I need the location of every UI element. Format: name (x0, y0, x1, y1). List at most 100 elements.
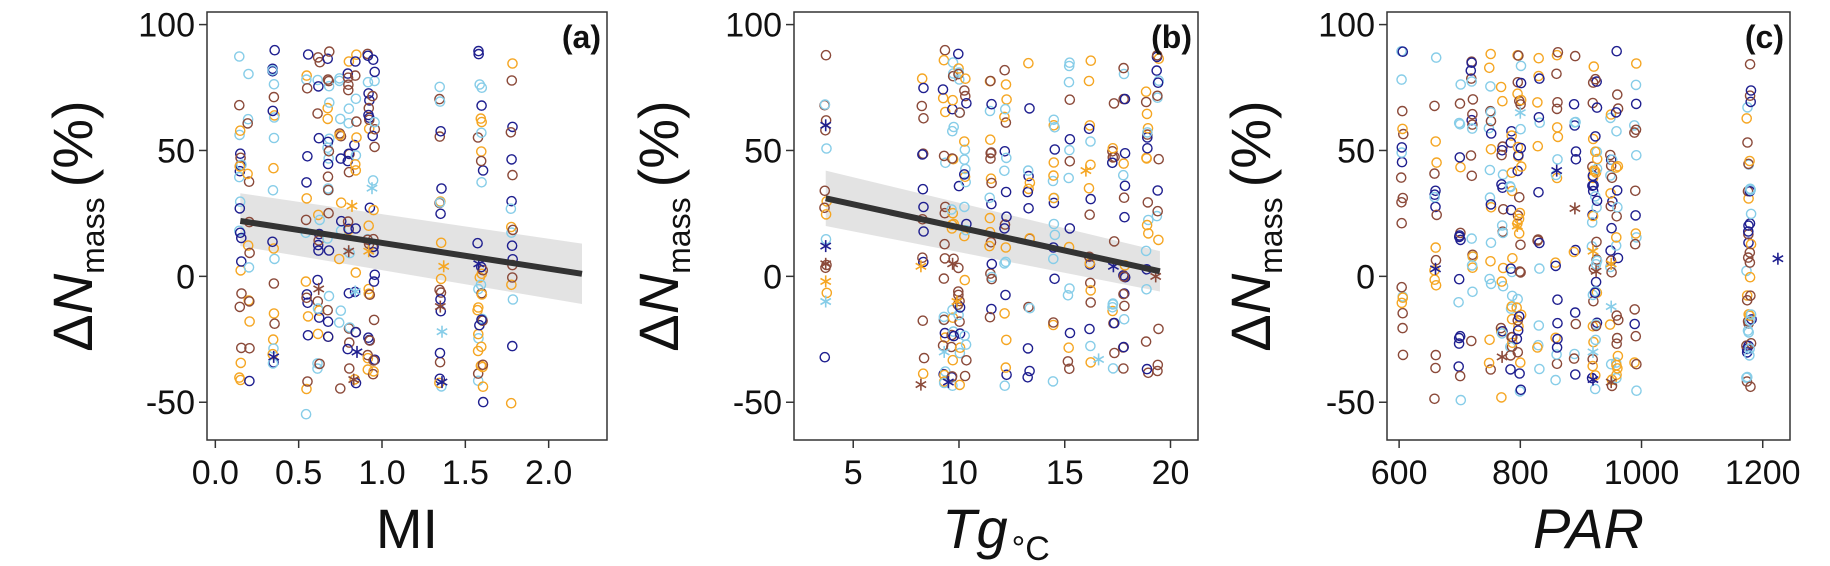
data-point (940, 106, 951, 118)
data-point (1630, 185, 1641, 197)
data-point (1631, 232, 1642, 243)
data-point (362, 349, 374, 361)
data-point (1551, 349, 1562, 360)
data-point (343, 56, 355, 67)
data-point (322, 113, 334, 125)
data-point (1745, 381, 1756, 393)
data-point (1023, 301, 1034, 313)
data-point (1454, 98, 1466, 109)
data-point (1515, 357, 1526, 368)
data-point (234, 165, 246, 177)
data-point (1085, 55, 1097, 67)
y-tick-label: 50 (744, 132, 782, 170)
data-point (243, 296, 255, 307)
x-tick-label: 1000 (1604, 454, 1680, 492)
data-point (350, 326, 362, 338)
data-point (947, 57, 959, 68)
data-point (1612, 160, 1624, 172)
data-point (1049, 229, 1061, 241)
data-point (1506, 167, 1518, 178)
data-point (363, 114, 375, 126)
data-point (1497, 169, 1509, 180)
data-point (1429, 168, 1440, 179)
data-point (1534, 363, 1545, 375)
data-point (368, 355, 379, 366)
data-point (1483, 122, 1495, 134)
y-tick-label: 100 (725, 7, 782, 45)
data-point (1515, 142, 1527, 154)
data-point (234, 125, 246, 136)
data-point (1587, 185, 1599, 197)
data-point (477, 315, 488, 327)
data-point (1484, 62, 1495, 74)
data-point (369, 141, 380, 153)
data-point (1152, 365, 1163, 377)
data-point (334, 383, 346, 394)
data-point (363, 283, 375, 295)
data-point (1587, 133, 1599, 145)
data-point (821, 143, 832, 154)
panel-label: (a) (562, 19, 601, 55)
data-point (1064, 327, 1076, 339)
data-point (1453, 273, 1465, 285)
data-point (959, 201, 970, 213)
data-point (1745, 85, 1757, 96)
x-tick-label: 1.0 (358, 454, 405, 492)
data-point (916, 100, 928, 112)
data-point (1454, 370, 1466, 382)
data-point (367, 54, 379, 66)
data-point (350, 223, 362, 234)
panel-label: (b) (1151, 19, 1192, 55)
data-point (918, 82, 929, 94)
data-point (1745, 337, 1757, 349)
star-marker (915, 378, 927, 391)
data-point (1107, 142, 1119, 154)
data-point (1152, 90, 1163, 102)
data-point (1485, 128, 1497, 139)
data-point (1485, 81, 1496, 92)
data-point (1467, 94, 1479, 105)
data-point (1466, 57, 1477, 69)
data-point (1063, 60, 1075, 72)
data-point (986, 258, 998, 270)
panel-b: -50 0 50 100 5 10 15 20 (b) Tg °C ΔNmass(%) (627, 7, 1199, 566)
data-point (267, 105, 279, 117)
data-point (1611, 162, 1622, 173)
data-point (268, 243, 280, 254)
data-point (1001, 369, 1012, 381)
y-tick-label: -50 (1326, 384, 1375, 422)
data-point (1629, 304, 1640, 315)
data-point (939, 44, 951, 56)
data-point (954, 347, 966, 359)
data-point (1612, 201, 1623, 213)
data-point (477, 359, 489, 371)
data-point (820, 209, 832, 220)
y-tick-label: 100 (1318, 7, 1375, 45)
data-point (1485, 199, 1497, 210)
data-point (349, 159, 361, 170)
data-point (1515, 94, 1527, 106)
data-point (434, 81, 446, 93)
data-point (1496, 392, 1507, 403)
data-point (917, 252, 928, 264)
data-point (1506, 313, 1518, 325)
data-point (1024, 302, 1036, 314)
data-point (269, 253, 280, 265)
data-point (1119, 211, 1130, 223)
data-point (267, 334, 279, 345)
data-point (435, 208, 446, 220)
data-point (1743, 220, 1754, 231)
data-point (1108, 98, 1120, 109)
star-marker (1569, 202, 1581, 215)
data-point (343, 223, 354, 235)
data-point (1591, 153, 1603, 165)
data-point (342, 72, 354, 83)
data-point (314, 214, 326, 226)
data-point (1515, 60, 1527, 72)
data-point (959, 274, 971, 286)
data-point (323, 46, 335, 57)
data-point (268, 132, 280, 144)
data-point (1118, 271, 1130, 282)
data-point (984, 240, 995, 252)
data-point (1515, 384, 1527, 396)
